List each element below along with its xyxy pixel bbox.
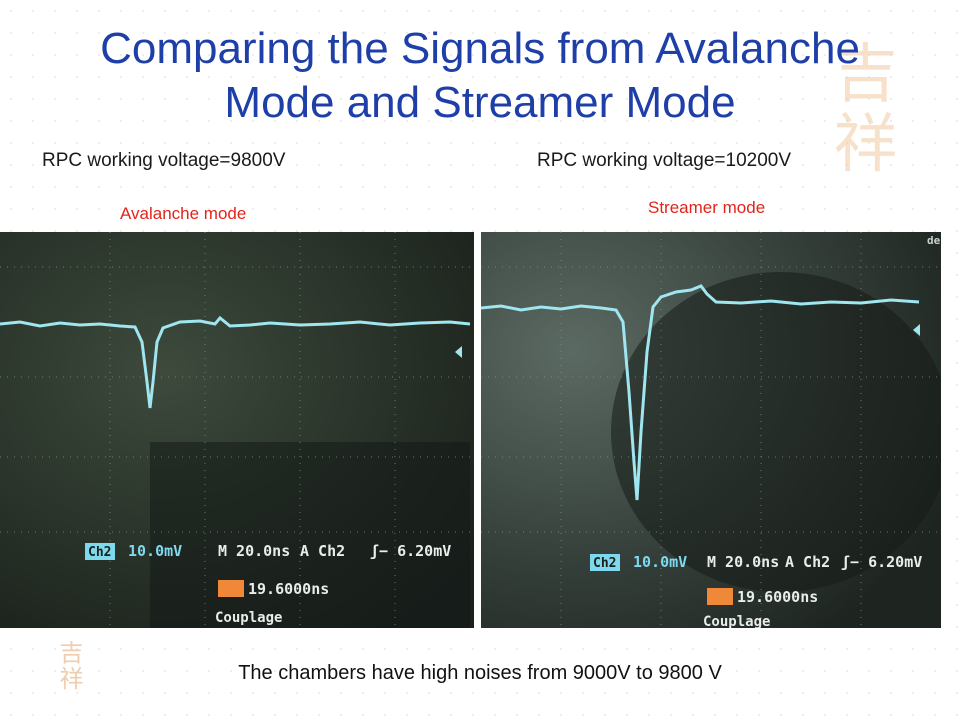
trigger-position: 19.6000ns <box>737 588 818 606</box>
trigger-level: ʃ− 6.20mV <box>841 553 922 571</box>
corner-label: de <box>927 234 941 247</box>
title-line-1: Comparing the Signals from Avalanche <box>100 24 860 73</box>
small-seal-logo: 吉祥 <box>59 639 84 693</box>
trigger-channel: A Ch2 <box>785 553 830 571</box>
trigger-level: ʃ− 6.20mV <box>370 542 451 560</box>
coupling-menu: Couplage <box>703 614 770 628</box>
trigger-arrow-icon <box>455 346 462 358</box>
avalanche-mode-label: Avalanche mode <box>120 204 247 223</box>
slide-title: Comparing the Signals from Avalanche Mod… <box>0 22 960 130</box>
footer-note: The chambers have high noises from 9000V… <box>238 662 722 684</box>
scope-grid <box>0 232 474 628</box>
signal-trace <box>0 315 471 409</box>
calligraphy-seal-logo: 吉祥 <box>833 38 898 182</box>
timebase-readout: M 20.0ns <box>707 553 779 571</box>
title-line-2: Mode and Streamer Mode <box>224 78 736 127</box>
channel-label: Ch2 <box>593 556 616 571</box>
coupling-menu: Couplage <box>215 610 282 626</box>
channel-label: Ch2 <box>88 545 111 560</box>
trigger-position: 19.6000ns <box>248 580 329 598</box>
trigger-position-icon <box>218 580 244 597</box>
trigger-channel: A Ch2 <box>300 542 345 560</box>
signal-trace <box>481 284 920 501</box>
right-voltage-caption: RPC working voltage=10200V <box>537 150 792 171</box>
scope-grid <box>481 232 941 628</box>
channel-badge-bg <box>590 554 620 571</box>
volts-per-div: 10.0mV <box>128 542 182 560</box>
trigger-arrow-icon <box>913 324 920 336</box>
oscilloscope-photo-streamer: de Ch2 10.0mV M 20.0ns A Ch2 ʃ− 6.20mV 1… <box>481 232 941 628</box>
oscilloscope-photo-avalanche: Ch2 Ch2 10.0mV M 20.0ns A Ch2 ʃ− 6.20mV … <box>0 232 474 628</box>
streamer-mode-label: Streamer mode <box>648 198 766 217</box>
channel-badge-bg <box>85 543 115 560</box>
timebase-readout: M 20.0ns <box>218 542 290 560</box>
left-voltage-caption: RPC working voltage=9800V <box>42 150 286 171</box>
volts-per-div: 10.0mV <box>633 553 687 571</box>
trigger-position-icon <box>707 588 733 605</box>
